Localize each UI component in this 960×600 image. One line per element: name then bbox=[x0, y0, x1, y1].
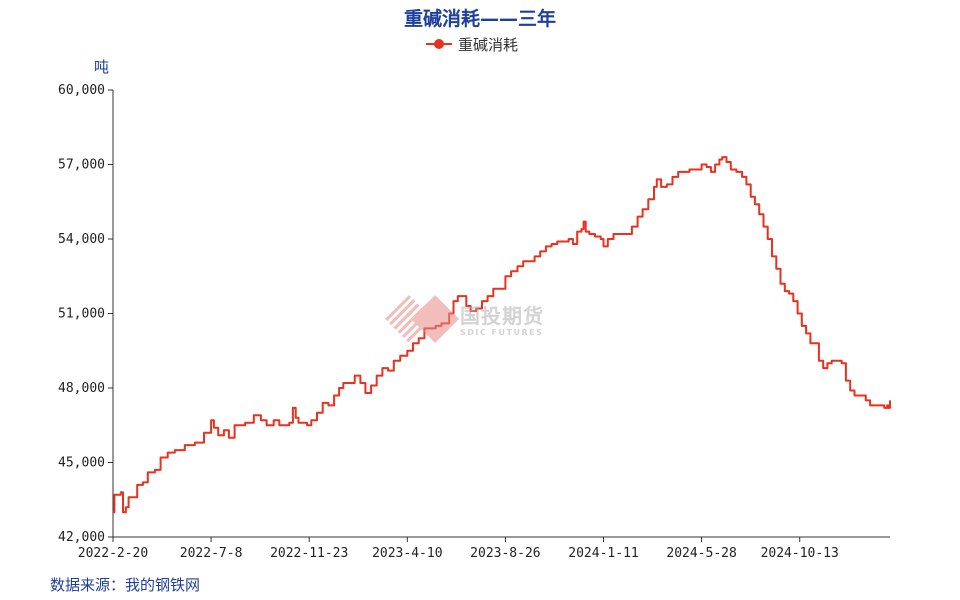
y-tick-label: 60,000 bbox=[58, 83, 105, 98]
series-layer bbox=[113, 156, 891, 514]
x-axis: 2022-2-20 2022-7-8 2022-11-23 2023-4-10 2023… bbox=[78, 536, 890, 560]
x-tick-label: 2023-4-10 bbox=[372, 546, 442, 560]
x-tick-label: 2022-2-20 bbox=[78, 546, 148, 560]
x-tick-label: 2023-8-26 bbox=[470, 546, 540, 560]
y-tick-label: 54,000 bbox=[58, 232, 105, 247]
y-tick-label: 57,000 bbox=[58, 158, 105, 173]
y-axis: 42,000 45,000 48,000 51,000 54,000 57,000 60,0… bbox=[58, 83, 114, 545]
series-line[interactable] bbox=[113, 156, 891, 514]
line-chart: 42,000 45,000 48,000 51,000 54,000 57,000 60,0… bbox=[58, 83, 891, 560]
sdic-logo-icon bbox=[384, 294, 460, 343]
x-tick-label: 2024-5-28 bbox=[666, 546, 736, 560]
x-tick-label: 2024-1-11 bbox=[568, 546, 638, 560]
x-tick-label: 2024-10-13 bbox=[761, 546, 839, 560]
chart-title: 重碱消耗——三年 bbox=[403, 8, 556, 30]
data-source: 数据来源：我的钢铁网 bbox=[50, 576, 201, 594]
legend[interactable]: 重碱消耗 bbox=[426, 34, 518, 54]
legend-line-marker-icon bbox=[426, 37, 452, 51]
x-tick-label: 2022-7-8 bbox=[180, 546, 243, 560]
y-axis-unit: 吨 bbox=[94, 58, 110, 76]
legend-label: 重碱消耗 bbox=[458, 35, 519, 54]
y-tick-label: 48,000 bbox=[58, 381, 105, 396]
watermark-en: SDIC FUTURES bbox=[460, 328, 544, 337]
y-tick-label: 51,000 bbox=[58, 307, 105, 322]
y-tick-label: 45,000 bbox=[58, 456, 105, 471]
x-tick-label: 2022-11-23 bbox=[270, 546, 348, 560]
y-tick-label: 42,000 bbox=[58, 530, 105, 545]
watermark-cn: 国投期货 bbox=[460, 304, 544, 328]
watermark: 国投期货 SDIC FUTURES bbox=[384, 294, 544, 343]
